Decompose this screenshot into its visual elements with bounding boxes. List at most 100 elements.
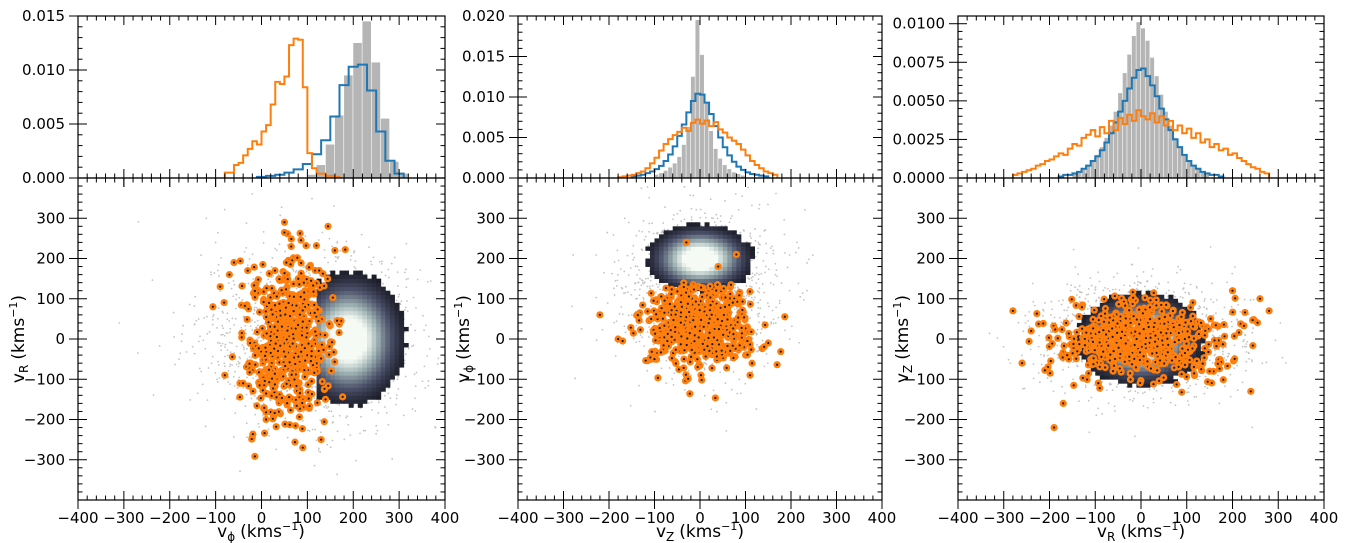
gray-point	[687, 369, 690, 372]
orange-point-center	[302, 281, 305, 284]
gray-point	[229, 383, 232, 385]
gray-point	[195, 319, 198, 322]
orange-point-center	[253, 289, 256, 293]
orange-point-center	[310, 350, 313, 353]
gray-point	[759, 299, 762, 301]
density-cell	[348, 395, 354, 400]
gray-point	[658, 283, 661, 286]
gray-point	[762, 259, 765, 262]
orange-point-center	[246, 269, 249, 272]
orange-point-center	[257, 347, 260, 350]
gray-point	[235, 363, 238, 366]
gray-point	[677, 355, 680, 358]
density-cell	[344, 306, 350, 312]
density-cell	[353, 379, 359, 384]
density-cell	[389, 375, 395, 380]
gray-point	[350, 254, 353, 257]
orange-point-center	[238, 395, 241, 399]
density-cell	[348, 298, 354, 304]
gray-point	[774, 262, 777, 265]
gray-point	[734, 192, 737, 195]
orange-point-center	[290, 245, 293, 248]
density-cell	[357, 270, 363, 275]
density-cell	[399, 314, 405, 320]
gray-point	[329, 446, 332, 449]
density-cell	[334, 395, 340, 400]
gray-point	[422, 314, 424, 317]
gray-point	[244, 352, 247, 355]
gray-point	[295, 287, 298, 290]
gray-point	[680, 220, 683, 223]
density-cell	[325, 294, 331, 300]
gray-point	[638, 384, 640, 387]
density-cell	[385, 298, 391, 304]
density-cell	[325, 334, 331, 340]
orange-point-center	[297, 277, 300, 280]
gray-point	[744, 297, 747, 300]
density-cell	[344, 326, 350, 332]
gray-point	[745, 285, 748, 287]
gray-point	[199, 335, 201, 338]
gray-point	[759, 332, 762, 334]
gray-point	[252, 312, 255, 315]
gray-point	[654, 410, 656, 413]
density-cell	[394, 322, 400, 328]
gray-point	[636, 265, 639, 268]
gray-point	[758, 207, 760, 210]
gray-point	[375, 432, 378, 435]
orange-point-center	[290, 373, 293, 376]
gray-point	[733, 308, 736, 311]
gray-point	[370, 263, 373, 266]
gray-point	[217, 341, 219, 344]
orange-point-center	[304, 359, 307, 362]
density-cell	[399, 330, 405, 336]
density-cell	[344, 290, 350, 296]
gray-point	[360, 233, 363, 236]
gray-point	[765, 352, 768, 355]
gray-point	[270, 276, 273, 279]
density-cell	[385, 343, 391, 348]
gray-point	[221, 310, 224, 313]
gray-point	[771, 245, 774, 248]
gray-point	[652, 343, 655, 346]
orange-point-center	[320, 438, 323, 441]
gray-point	[753, 274, 756, 276]
orange-point-center	[307, 397, 310, 400]
gray-point	[437, 357, 440, 360]
gray-point	[279, 214, 282, 217]
density-cell	[344, 334, 350, 340]
density-cell	[376, 290, 382, 296]
gray-point	[354, 267, 357, 270]
orange-point-center	[295, 304, 298, 307]
gray-point	[294, 271, 297, 273]
gray-point	[760, 272, 763, 275]
density-cell	[357, 391, 363, 396]
density-cell	[367, 278, 372, 284]
density-cell	[376, 375, 382, 380]
orange-point-center	[286, 402, 289, 405]
density-cell	[367, 343, 372, 348]
gray-point	[200, 370, 203, 373]
gray-point	[275, 448, 278, 451]
gray-point	[262, 402, 265, 405]
density-cell	[380, 339, 386, 344]
density-cell	[339, 355, 345, 360]
orange-point-center	[273, 347, 276, 350]
orange-point-center	[280, 396, 283, 400]
hist-bar	[686, 126, 691, 178]
gray-point	[613, 294, 616, 296]
gray-point	[252, 333, 255, 336]
orange-point-center	[330, 341, 334, 344]
gray-point	[606, 231, 609, 234]
density-cell	[344, 375, 350, 380]
density-cell	[367, 347, 372, 352]
gray-point	[797, 247, 800, 249]
orange-point-center	[273, 304, 277, 307]
density-cell	[376, 391, 382, 396]
density-cell	[380, 375, 386, 380]
density-cell	[357, 286, 363, 292]
gray-point	[640, 248, 643, 251]
density-cell	[367, 314, 372, 320]
orange-point-center	[321, 380, 324, 383]
hist-bar	[709, 131, 714, 178]
